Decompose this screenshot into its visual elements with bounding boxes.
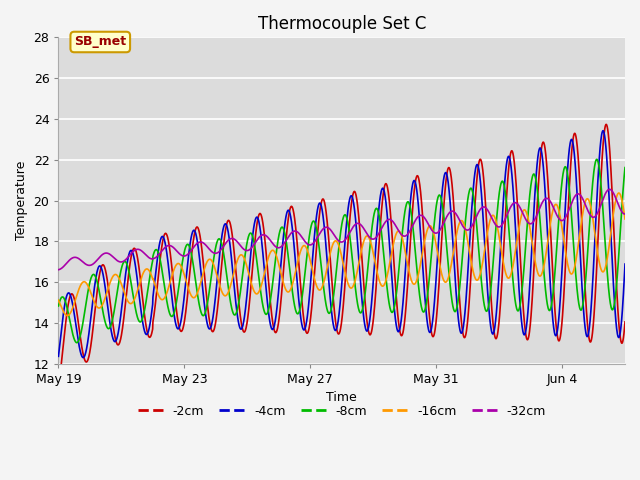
- -2cm: [571, 131, 579, 136]
- -16cm: [615, 190, 623, 196]
- -16cm: [587, 204, 595, 210]
- -16cm: [213, 272, 221, 277]
- Legend: -2cm, -4cm, -8cm, -16cm, -32cm: -2cm, -4cm, -8cm, -16cm, -32cm: [132, 400, 551, 423]
- -16cm: [371, 257, 378, 263]
- -4cm: [358, 301, 366, 307]
- -16cm: [621, 216, 629, 222]
- -2cm: [621, 319, 629, 325]
- -16cm: [63, 312, 71, 318]
- -32cm: [54, 267, 62, 273]
- X-axis label: Time: Time: [326, 391, 357, 404]
- -4cm: [587, 308, 595, 314]
- -8cm: [213, 240, 221, 246]
- Line: -4cm: -4cm: [58, 131, 625, 358]
- -4cm: [507, 160, 515, 166]
- -8cm: [572, 264, 579, 270]
- Line: -8cm: -8cm: [58, 159, 625, 343]
- -32cm: [212, 250, 220, 256]
- -32cm: [371, 236, 378, 241]
- -4cm: [599, 128, 607, 133]
- -2cm: [358, 257, 366, 263]
- -32cm: [358, 223, 366, 229]
- -32cm: [571, 193, 579, 199]
- -4cm: [54, 353, 62, 359]
- Line: -2cm: -2cm: [58, 124, 625, 386]
- -2cm: [371, 306, 378, 312]
- -32cm: [605, 186, 613, 192]
- Y-axis label: Temperature: Temperature: [15, 161, 28, 240]
- -8cm: [593, 156, 600, 162]
- -32cm: [621, 211, 629, 217]
- -8cm: [507, 249, 515, 254]
- -2cm: [587, 339, 595, 345]
- Line: -32cm: -32cm: [58, 189, 625, 270]
- -2cm: [602, 121, 610, 127]
- -8cm: [54, 303, 62, 309]
- -32cm: [587, 213, 595, 218]
- -4cm: [213, 282, 221, 288]
- -16cm: [358, 244, 366, 250]
- -2cm: [212, 314, 220, 320]
- -16cm: [54, 297, 62, 303]
- Title: Thermocouple Set C: Thermocouple Set C: [257, 15, 426, 33]
- -8cm: [358, 307, 366, 313]
- -4cm: [621, 261, 629, 267]
- -32cm: [506, 204, 514, 210]
- -8cm: [73, 340, 81, 346]
- -16cm: [507, 273, 515, 278]
- -2cm: [54, 384, 62, 389]
- -4cm: [572, 161, 579, 167]
- -2cm: [506, 152, 514, 157]
- Line: -16cm: -16cm: [58, 193, 625, 315]
- -4cm: [79, 355, 87, 360]
- -8cm: [371, 209, 378, 215]
- -8cm: [587, 203, 595, 208]
- -8cm: [621, 165, 629, 170]
- -4cm: [371, 260, 378, 265]
- Text: SB_met: SB_met: [74, 36, 126, 48]
- -16cm: [572, 262, 579, 267]
